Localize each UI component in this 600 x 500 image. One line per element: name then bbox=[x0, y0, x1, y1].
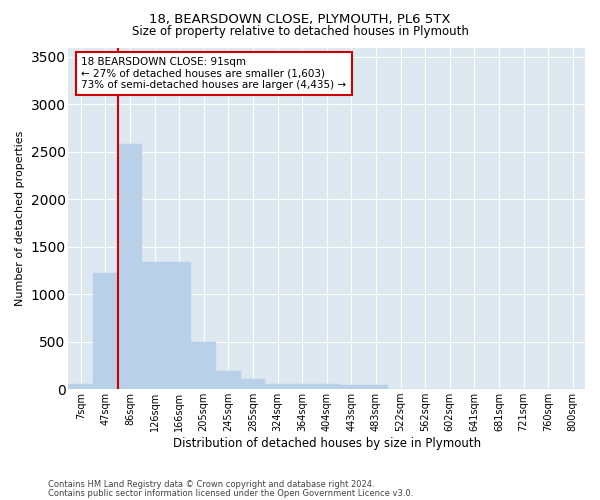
Y-axis label: Number of detached properties: Number of detached properties bbox=[15, 130, 25, 306]
Bar bbox=[167, 262, 191, 389]
X-axis label: Distribution of detached houses by size in Plymouth: Distribution of detached houses by size … bbox=[173, 437, 481, 450]
Bar bbox=[142, 262, 167, 389]
Bar bbox=[339, 386, 364, 389]
Text: 18 BEARSDOWN CLOSE: 91sqm
← 27% of detached houses are smaller (1,603)
73% of se: 18 BEARSDOWN CLOSE: 91sqm ← 27% of detac… bbox=[81, 57, 346, 90]
Bar bbox=[93, 274, 118, 389]
Bar bbox=[241, 378, 265, 389]
Bar bbox=[314, 384, 339, 389]
Bar bbox=[265, 384, 290, 389]
Bar bbox=[118, 144, 142, 389]
Text: 18, BEARSDOWN CLOSE, PLYMOUTH, PL6 5TX: 18, BEARSDOWN CLOSE, PLYMOUTH, PL6 5TX bbox=[149, 12, 451, 26]
Bar bbox=[290, 384, 314, 389]
Text: Size of property relative to detached houses in Plymouth: Size of property relative to detached ho… bbox=[131, 25, 469, 38]
Text: Contains HM Land Registry data © Crown copyright and database right 2024.: Contains HM Land Registry data © Crown c… bbox=[48, 480, 374, 489]
Bar bbox=[364, 386, 388, 389]
Bar bbox=[191, 342, 216, 389]
Text: Contains public sector information licensed under the Open Government Licence v3: Contains public sector information licen… bbox=[48, 489, 413, 498]
Bar bbox=[68, 384, 93, 389]
Bar bbox=[216, 370, 241, 389]
